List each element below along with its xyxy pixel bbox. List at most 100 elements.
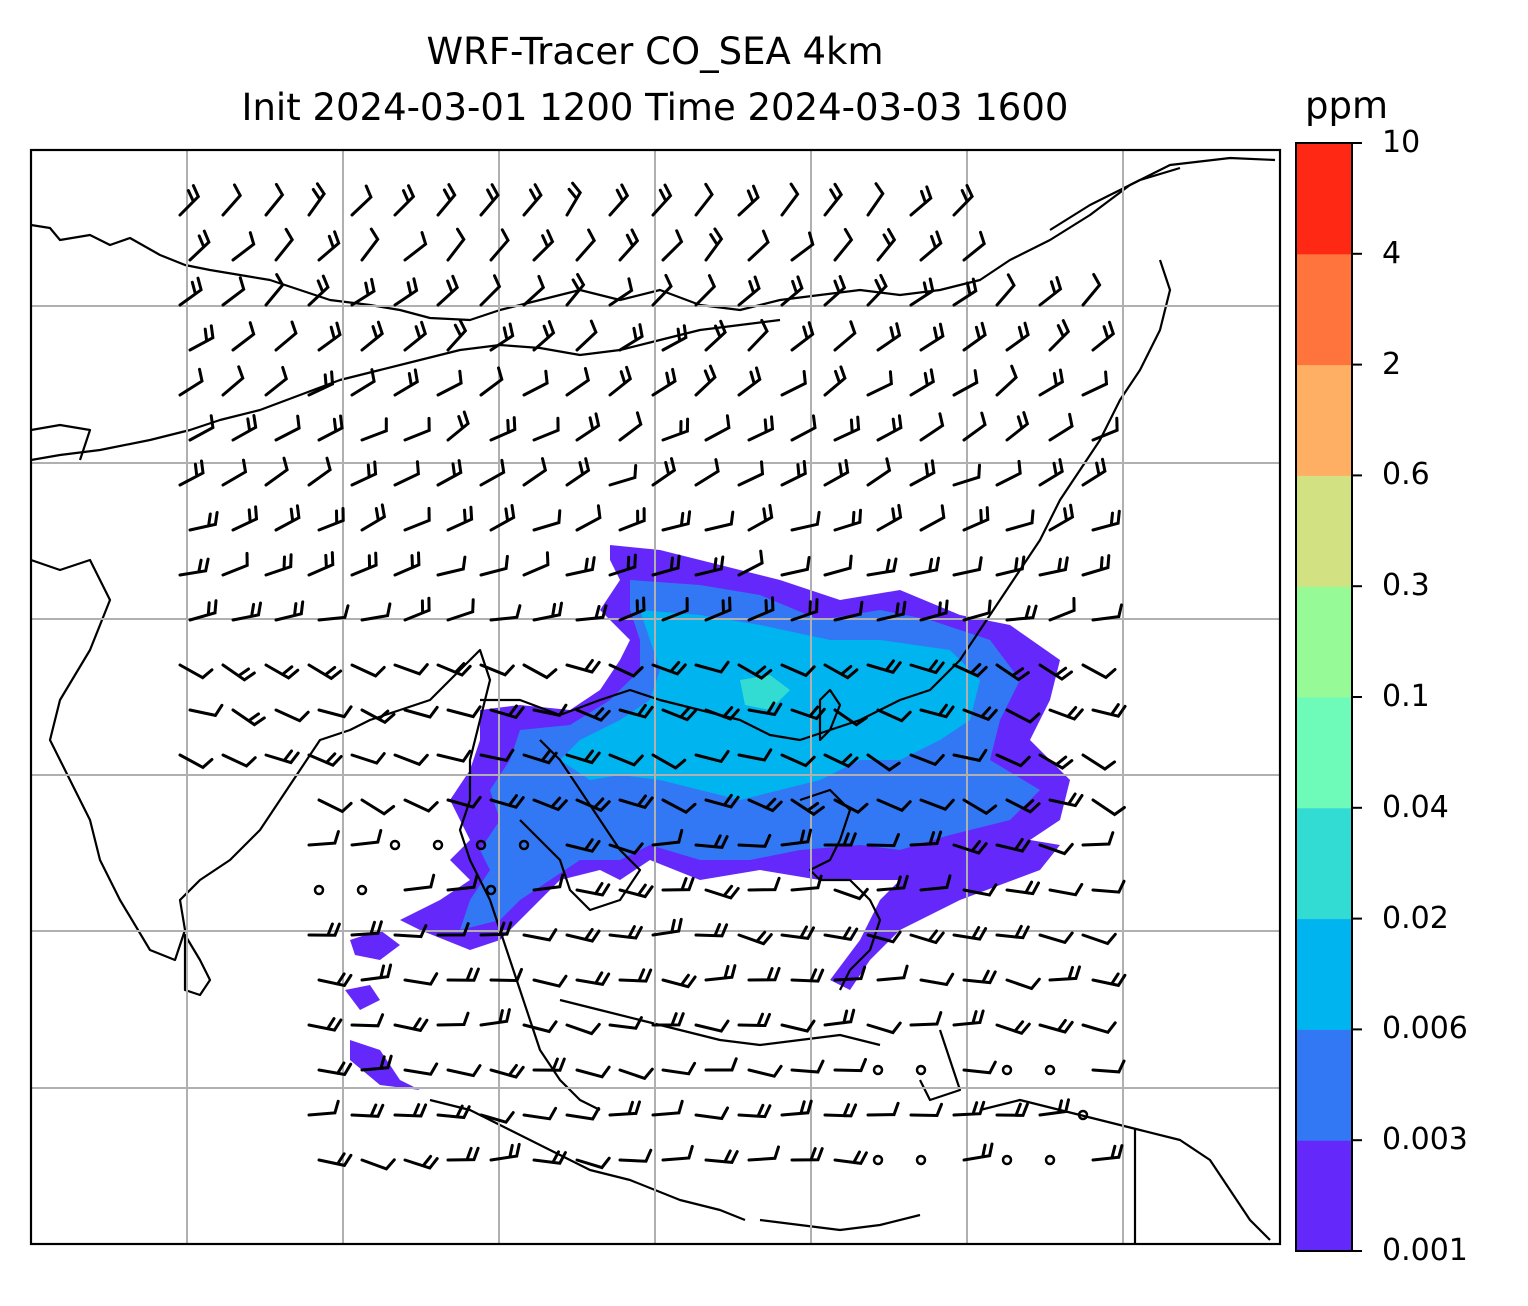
colorbar-tick-label: 0.3 bbox=[1382, 568, 1430, 604]
wind-barb bbox=[479, 458, 506, 487]
wind-barb bbox=[704, 1057, 738, 1072]
wind-barb bbox=[532, 416, 560, 442]
wind-barb bbox=[1048, 882, 1084, 897]
wind-barb bbox=[651, 828, 684, 847]
wind-barb bbox=[952, 748, 988, 763]
wind-barb bbox=[350, 829, 383, 847]
wind-barb bbox=[1038, 663, 1073, 681]
wind-barb bbox=[694, 923, 729, 938]
wind-barb bbox=[575, 1065, 611, 1079]
wind-barb bbox=[350, 551, 378, 577]
wind-barb bbox=[909, 1011, 943, 1027]
wind-barb bbox=[264, 456, 289, 487]
wind-barb bbox=[360, 227, 380, 262]
wind-calm-marker bbox=[915, 1064, 927, 1076]
wind-barb bbox=[833, 965, 867, 982]
wind-barb bbox=[866, 1101, 900, 1117]
wind-barb bbox=[618, 794, 654, 810]
wind-barb bbox=[1091, 320, 1116, 352]
wind-barb bbox=[995, 459, 1022, 487]
wind-barb bbox=[747, 503, 774, 532]
wind-barb bbox=[823, 275, 847, 307]
wind-barb bbox=[919, 230, 943, 262]
wind-barb bbox=[317, 414, 344, 442]
wind-barb bbox=[393, 277, 419, 307]
map-title-line1: WRF-Tracer CO_SEA 4km bbox=[426, 30, 884, 73]
wind-barb bbox=[780, 182, 800, 217]
wind-barb bbox=[876, 708, 912, 723]
wind-barb bbox=[565, 181, 583, 217]
wind-barb bbox=[360, 1158, 396, 1171]
wind-barb bbox=[651, 753, 687, 770]
wind-barb bbox=[350, 1103, 385, 1118]
wind-barb bbox=[823, 365, 847, 397]
wind-barb bbox=[317, 1152, 353, 1168]
wind-barb bbox=[823, 182, 844, 217]
wind-calm-marker bbox=[518, 839, 530, 851]
wind-barb bbox=[651, 183, 673, 217]
wind-barb bbox=[909, 659, 945, 675]
wind-barb bbox=[522, 274, 546, 307]
wind-barb bbox=[1091, 416, 1119, 442]
wind-barb bbox=[909, 556, 940, 577]
wind-barb bbox=[780, 828, 813, 847]
wind-barb bbox=[479, 1008, 511, 1027]
wind-barb bbox=[823, 1008, 856, 1027]
wind-barb bbox=[909, 830, 943, 847]
wind-barb bbox=[608, 925, 643, 940]
wind-barb bbox=[221, 183, 243, 217]
wind-barb bbox=[737, 833, 772, 848]
wind-barb bbox=[489, 1064, 525, 1079]
wind-barb bbox=[188, 229, 211, 262]
wind-barb bbox=[436, 183, 457, 217]
wind-barb bbox=[1005, 977, 1041, 991]
wind-barb bbox=[565, 928, 601, 943]
wind-barb bbox=[393, 460, 420, 487]
wind-barb bbox=[1081, 554, 1111, 577]
wind-barb bbox=[618, 228, 640, 262]
wind-barb bbox=[565, 1022, 601, 1036]
wind-barb bbox=[651, 554, 681, 577]
wind-barb bbox=[790, 1147, 824, 1162]
wind-barb bbox=[307, 551, 335, 577]
wind-barb bbox=[350, 752, 386, 765]
wind-barb bbox=[360, 503, 387, 532]
wind-barb bbox=[350, 184, 373, 217]
wind-barb bbox=[608, 1100, 641, 1117]
wind-barb bbox=[317, 705, 353, 719]
wind-barb bbox=[403, 416, 431, 442]
wind-barb bbox=[350, 663, 386, 678]
wind-barb bbox=[737, 930, 773, 946]
wind-barb bbox=[479, 921, 513, 937]
wind-barb bbox=[651, 917, 683, 937]
wind-barb bbox=[608, 753, 644, 767]
wind-barb bbox=[307, 370, 335, 397]
wind-barb bbox=[307, 663, 343, 681]
colorbar-tick-label: 2 bbox=[1382, 346, 1402, 382]
wind-barbs bbox=[178, 181, 1127, 1171]
colorbar-band bbox=[1296, 1029, 1352, 1141]
plume-level-4 bbox=[740, 675, 790, 710]
wind-calm-marker bbox=[389, 839, 401, 851]
wind-barb bbox=[1091, 1059, 1126, 1074]
wind-barb bbox=[995, 753, 1031, 768]
wind-barb bbox=[532, 974, 568, 988]
wind-barb bbox=[1038, 458, 1064, 487]
wind-barb bbox=[608, 553, 637, 577]
wind-barb bbox=[866, 370, 893, 397]
wind-barb bbox=[995, 924, 1030, 940]
wind-barb bbox=[1038, 556, 1069, 577]
wind-barb bbox=[178, 276, 203, 307]
colorbar-tick-label: 0.001 bbox=[1382, 1233, 1468, 1268]
wind-barb bbox=[274, 708, 310, 723]
wind-barb bbox=[952, 1009, 985, 1027]
wind-barb bbox=[221, 663, 256, 682]
wind-barb bbox=[317, 798, 353, 814]
wind-barb bbox=[661, 1061, 697, 1076]
wind-barb bbox=[866, 457, 892, 487]
wind-barb bbox=[1038, 1098, 1070, 1117]
wind-barb bbox=[522, 1020, 558, 1034]
wind-barb bbox=[489, 967, 523, 983]
wind-barb bbox=[221, 551, 249, 577]
wind-barb bbox=[565, 1107, 601, 1121]
